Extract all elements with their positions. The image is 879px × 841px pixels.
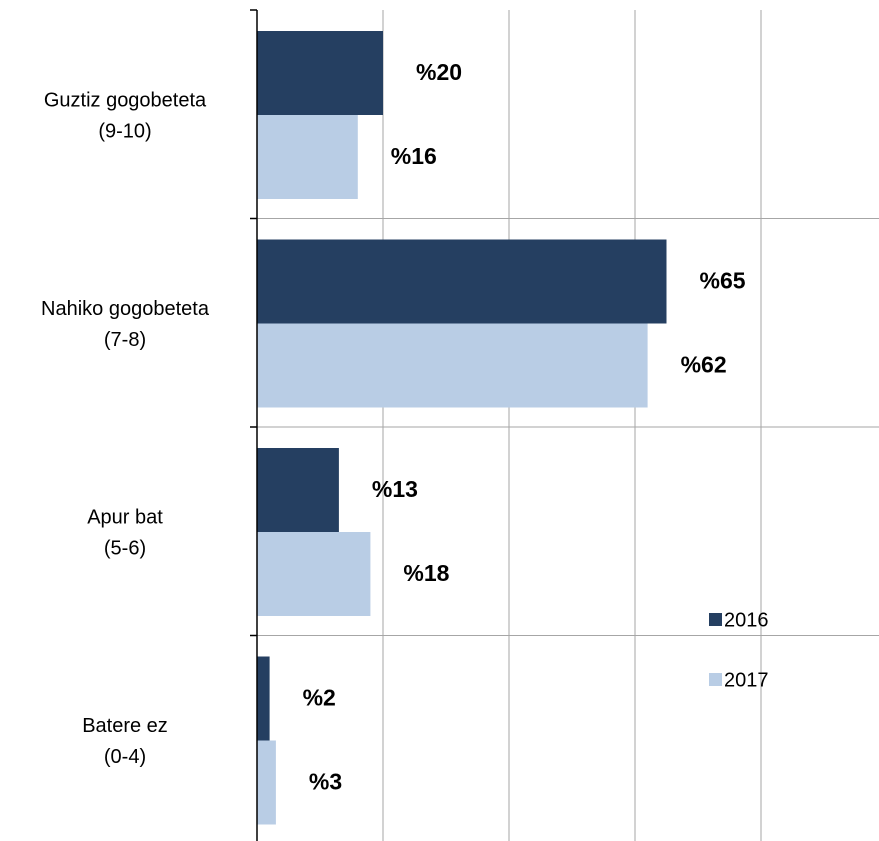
bar — [257, 448, 339, 532]
bar — [257, 740, 276, 825]
value-label: %65 — [700, 268, 746, 294]
value-label: %13 — [372, 476, 418, 502]
legend-swatch — [709, 613, 722, 626]
bar — [257, 323, 648, 408]
category-label: (7-8) — [104, 329, 146, 351]
category-label: Guztiz gogobeteta — [44, 90, 207, 112]
category-label: Batere ez — [82, 715, 168, 737]
category-label: (5-6) — [104, 538, 146, 560]
value-label: %16 — [391, 143, 437, 169]
value-label: %20 — [416, 59, 462, 85]
legend-label: 2017 — [724, 669, 769, 691]
bar — [257, 656, 270, 741]
bar — [257, 115, 358, 199]
category-label: (9-10) — [98, 121, 151, 143]
value-label: %18 — [403, 560, 449, 586]
category-label: (0-4) — [104, 746, 146, 768]
legend-label: 2016 — [724, 609, 769, 631]
legend-swatch — [709, 673, 722, 686]
category-label: Apur bat — [87, 507, 163, 529]
bar — [257, 31, 383, 115]
category-label: Nahiko gogobeteta — [41, 298, 210, 320]
value-label: %62 — [681, 352, 727, 378]
value-label: %2 — [303, 685, 336, 711]
value-label: %3 — [309, 769, 342, 795]
bar — [257, 532, 371, 616]
bar — [257, 239, 667, 324]
